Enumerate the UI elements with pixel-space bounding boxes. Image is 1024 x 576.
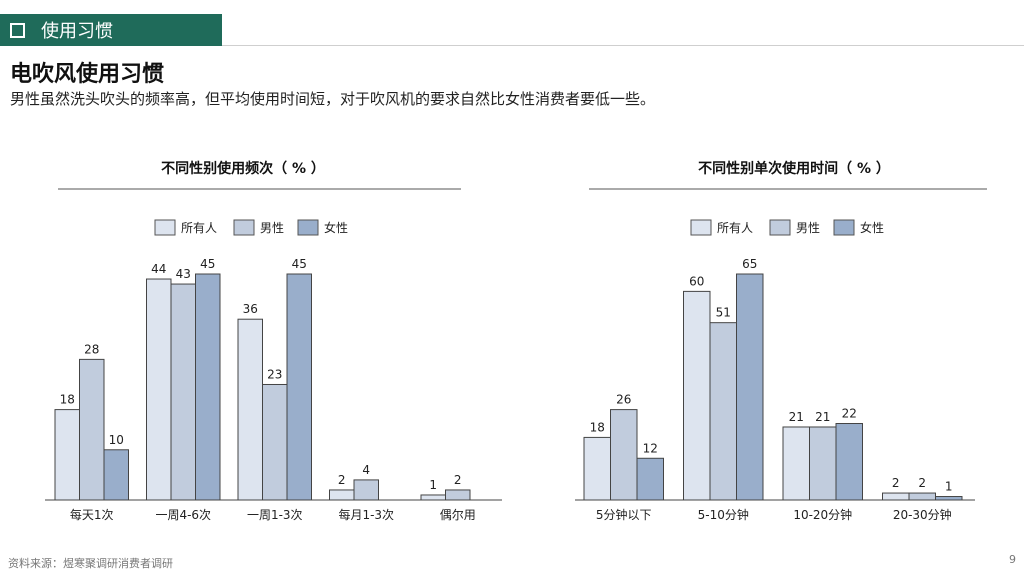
page-number: 9 (1009, 553, 1016, 566)
bar-male (262, 383, 288, 501)
data-label: 43 (176, 267, 191, 281)
bar-all (683, 290, 711, 501)
bar-all (583, 436, 611, 501)
category-label: 一周4-6次 (155, 508, 211, 522)
footer-source: 资料来源：煜寒聚调研消费者调研 (8, 557, 173, 570)
bar-all (54, 409, 80, 501)
bar-female (736, 273, 764, 501)
section-tab: 使用习惯 (0, 14, 222, 46)
data-label: 2 (454, 473, 462, 487)
data-label: 44 (151, 262, 166, 276)
legend-label-female: 女性 (324, 220, 348, 235)
bar-male (170, 283, 196, 501)
data-label: 2 (918, 476, 926, 490)
page-title: 电吹风使用习惯 (10, 62, 165, 87)
legend-swatch-male (233, 219, 255, 236)
data-label: 10 (109, 433, 124, 447)
bar-female (286, 273, 312, 501)
bar-all (146, 278, 172, 501)
data-label: 45 (200, 257, 215, 271)
category-label: 10-20分钟 (793, 507, 852, 522)
category-label: 20-30分钟 (893, 507, 952, 522)
bar-male (445, 489, 471, 501)
bar-female (636, 457, 664, 501)
data-label: 36 (243, 302, 258, 316)
bar-all (420, 494, 446, 501)
category-label: 每天1次 (70, 507, 114, 522)
legend-swatch-male (769, 219, 791, 236)
bar-male (709, 322, 737, 501)
category-label: 一周1-3次 (247, 508, 303, 522)
bar-male (809, 426, 837, 501)
bar-male (353, 479, 379, 501)
data-label: 1 (945, 480, 953, 494)
category-label: 每月1-3次 (338, 507, 394, 522)
bar-female (195, 273, 221, 501)
data-label: 18 (60, 393, 75, 407)
data-label: 51 (716, 306, 731, 320)
legend-swatch-all (154, 219, 176, 236)
category-label: 偶尔用 (440, 507, 476, 522)
bar-all (329, 489, 355, 501)
bar-all (782, 426, 810, 501)
bar-all (882, 492, 910, 501)
legend-swatch-female (297, 219, 319, 236)
data-label: 23 (267, 367, 282, 381)
bar-female (103, 449, 129, 501)
data-label: 21 (789, 410, 804, 424)
legend-label-all: 所有人 (717, 221, 753, 235)
chart-title: 不同性别使用频次（ % ） (161, 160, 325, 177)
data-label: 45 (292, 257, 307, 271)
bar-female (835, 423, 863, 501)
bar-female (935, 496, 963, 501)
data-label: 2 (892, 476, 900, 490)
legend-label-male: 男性 (260, 221, 284, 235)
data-label: 2 (338, 473, 346, 487)
data-label: 18 (590, 420, 605, 434)
square-icon (10, 22, 25, 38)
bar-male (79, 358, 105, 501)
data-label: 26 (616, 393, 631, 407)
data-label: 60 (689, 274, 704, 288)
category-label: 5分钟以下 (596, 507, 652, 522)
bar-male (610, 409, 638, 501)
chart-title: 不同性别单次使用时间（ % ） (698, 160, 890, 177)
page-subtitle: 男性虽然洗头吹头的频率高，但平均使用时间短，对于吹风机的要求自然比女性消费者要低… (10, 90, 656, 108)
legend-swatch-female (833, 219, 855, 236)
header-rule (0, 45, 1024, 46)
data-label: 1 (429, 478, 437, 492)
data-label: 65 (742, 257, 757, 271)
section-label: 使用习惯 (41, 21, 113, 42)
data-label: 28 (84, 342, 99, 356)
bar-all (237, 318, 263, 501)
data-label: 21 (815, 410, 830, 424)
data-label: 4 (362, 463, 370, 477)
data-label: 12 (643, 441, 658, 455)
legend-label-female: 女性 (860, 220, 884, 235)
legend-label-all: 所有人 (181, 221, 217, 235)
bar-male (908, 492, 936, 501)
data-label: 22 (842, 407, 857, 421)
category-label: 5-10分钟 (698, 507, 749, 522)
legend-label-male: 男性 (796, 221, 820, 235)
legend-swatch-all (690, 219, 712, 236)
